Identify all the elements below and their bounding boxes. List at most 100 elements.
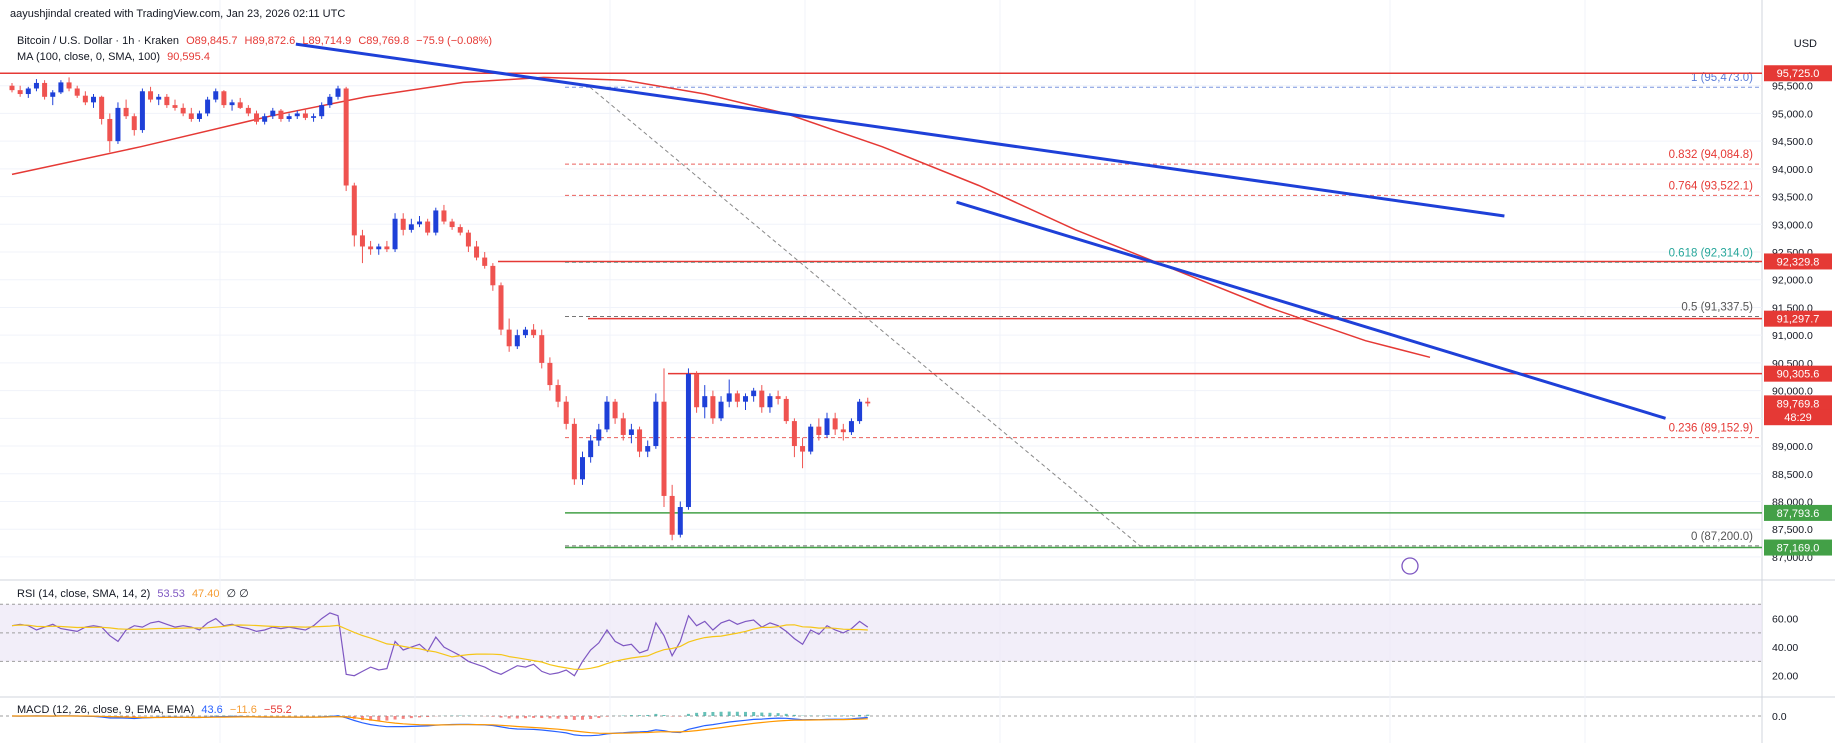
candle (669, 484, 675, 541)
candle-body (205, 99, 211, 114)
macd-histogram-bar (776, 713, 780, 716)
candle (457, 224, 463, 236)
candle-body (522, 329, 528, 336)
rsi-tick-label: 40.00 (1772, 642, 1798, 654)
candle-body (506, 329, 512, 347)
candle-body (832, 418, 838, 430)
hist-value: −55.2 (263, 704, 292, 716)
macd-histogram-bar (214, 715, 218, 716)
candle (433, 207, 439, 236)
macd-histogram-bar (556, 716, 560, 719)
candle (335, 85, 341, 100)
candle (800, 437, 806, 469)
macd-histogram-bar (719, 711, 723, 716)
candle-body (490, 265, 496, 286)
candle (547, 357, 553, 391)
candle (229, 99, 235, 111)
trendline (956, 200, 1666, 420)
candle (327, 94, 333, 108)
rsi-legend: RSI (14, close, SMA, 14, 2) 53.53 47.40 … (17, 587, 249, 600)
candle-body (213, 91, 219, 100)
price-tag-bg (1764, 539, 1832, 556)
candle (205, 96, 211, 117)
candle-body (620, 418, 626, 435)
macd-histogram-bar (858, 714, 862, 716)
candle (82, 91, 88, 106)
price-tag-bg (1764, 504, 1832, 521)
candle-body (783, 398, 789, 422)
candle-body (327, 96, 333, 106)
candle-body (710, 396, 716, 419)
candle (180, 103, 186, 117)
candle-body (669, 495, 675, 535)
fib-level-label: 0.832 (94,084.8) (1669, 149, 1754, 161)
macd-histogram-bar (768, 712, 772, 716)
candle-body (433, 210, 439, 233)
ma-legend: MA (100, close, 0, SMA, 100) 90,595.4 (17, 51, 210, 63)
candle-body (653, 401, 659, 447)
fib-diagonal (589, 86, 1141, 547)
candle (302, 109, 308, 121)
candle-body (449, 221, 455, 228)
candle (588, 434, 594, 463)
candle (278, 109, 284, 122)
macd-histogram-bar (491, 716, 495, 717)
macd-histogram-bar (597, 716, 601, 719)
macd-histogram-bar (369, 716, 373, 721)
candle (555, 379, 561, 408)
candle (131, 113, 137, 136)
candle (237, 97, 243, 109)
candle-body (180, 107, 186, 114)
macd-histogram-bar (507, 716, 511, 719)
macd-histogram-bar (711, 711, 715, 716)
candle (221, 90, 227, 108)
rsi-line (11, 612, 869, 677)
fib-level-label: 0.5 (91,337.5) (1681, 301, 1753, 313)
candle (9, 82, 15, 93)
price-tag-text: 89,769.8 (1777, 398, 1820, 410)
candle-body (262, 116, 268, 122)
macd-histogram-bar (662, 715, 666, 716)
price-axis-tag: 89,769.8 (1764, 395, 1832, 412)
candle (139, 88, 145, 133)
candle (66, 77, 72, 92)
macd-tick-label: 0.0 (1772, 711, 1787, 723)
price-tag-text: 48:29 (1784, 412, 1812, 424)
candle-body (824, 418, 830, 435)
price-tag-text: 87,169.0 (1777, 543, 1820, 555)
candle-body (58, 82, 64, 93)
price-axis-tag: 90,305.6 (1764, 365, 1832, 382)
symbol-name: Bitcoin / U.S. Dollar · 1h · Kraken (17, 35, 180, 47)
fib-level-label: 0.618 (92,314.0) (1669, 247, 1754, 259)
y-tick-label: 94,500.0 (1772, 136, 1813, 148)
macd-histogram-bar (744, 711, 747, 716)
macd-histogram-bar (540, 716, 544, 719)
candle-body (115, 107, 121, 142)
y-tick-label: 93,500.0 (1772, 192, 1813, 204)
rsi-tick-label: 20.00 (1772, 671, 1798, 683)
price-axis-tag: 87,169.0 (1764, 539, 1832, 556)
candle-body (343, 88, 349, 186)
candle-body (294, 113, 300, 117)
candle (359, 229, 365, 264)
candle (107, 113, 113, 153)
candle-body (637, 429, 643, 452)
candle-body (237, 102, 243, 108)
rsi-value: 53.53 (157, 588, 185, 600)
price-tag-bg (1764, 65, 1832, 82)
candle (653, 393, 659, 449)
candle (245, 105, 251, 117)
candle-body (392, 218, 398, 250)
candle-body (498, 285, 504, 330)
price-tag-text: 95,725.0 (1777, 68, 1820, 80)
candle (254, 110, 259, 125)
candle (17, 85, 23, 97)
candle-body (743, 396, 748, 402)
candle-body (319, 105, 325, 117)
high-value: H89,872.6 (244, 35, 296, 47)
candle-body (816, 426, 822, 435)
low-value: L89,714.9 (302, 35, 352, 47)
candle (148, 86, 154, 103)
rsi-extra: ∅ ∅ (226, 588, 249, 600)
